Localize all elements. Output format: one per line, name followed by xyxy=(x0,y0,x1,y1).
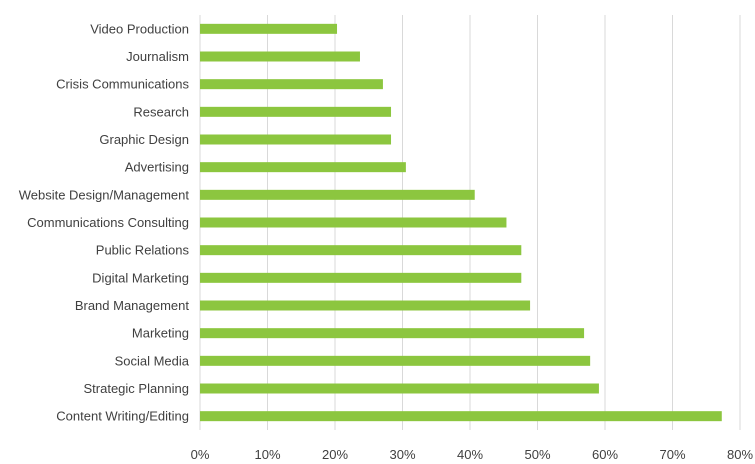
category-labels: Video Production Journalism Crisis Communi… xyxy=(19,21,190,423)
category-label: Public Relations xyxy=(96,243,190,258)
category-label: Research xyxy=(133,104,189,119)
bar xyxy=(200,51,360,62)
x-tick-label: 80% xyxy=(727,447,753,462)
x-tick-label: 30% xyxy=(389,447,415,462)
x-tick-label: 70% xyxy=(659,447,685,462)
category-label: Digital Marketing xyxy=(92,270,189,285)
bar xyxy=(200,300,531,311)
category-label: Video Production xyxy=(90,21,189,36)
category-label: Strategic Planning xyxy=(83,381,189,396)
x-tick-label: 20% xyxy=(322,447,348,462)
bar xyxy=(200,217,507,228)
x-tick-label: 10% xyxy=(254,447,280,462)
bar xyxy=(200,383,599,394)
category-label: Content Writing/Editing xyxy=(56,409,189,424)
bar xyxy=(200,245,522,256)
category-label: Advertising xyxy=(125,160,189,175)
bar xyxy=(200,134,392,145)
category-label: Communications Consulting xyxy=(27,215,189,230)
bar xyxy=(200,189,475,200)
x-tick-label: 50% xyxy=(524,447,550,462)
category-label: Website Design/Management xyxy=(19,187,190,202)
bar xyxy=(200,162,406,173)
category-label: Graphic Design xyxy=(99,132,189,147)
bars xyxy=(200,23,722,422)
bar xyxy=(200,411,722,422)
bar xyxy=(200,328,585,339)
category-label: Social Media xyxy=(115,353,190,368)
bar xyxy=(200,272,522,283)
bar xyxy=(200,23,338,34)
category-label: Crisis Communications xyxy=(56,77,189,92)
category-label: Brand Management xyxy=(75,298,190,313)
x-tick-label: 60% xyxy=(592,447,618,462)
x-tick-label: 40% xyxy=(457,447,483,462)
category-label: Journalism xyxy=(126,49,189,64)
bar xyxy=(200,106,392,117)
bar xyxy=(200,79,383,90)
x-tick-labels: 0% 10% 20% 30% 40% 50% 60% 70% 80% xyxy=(191,447,754,462)
category-label: Marketing xyxy=(132,326,189,341)
x-tick-label: 0% xyxy=(191,447,210,462)
bar xyxy=(200,355,591,366)
